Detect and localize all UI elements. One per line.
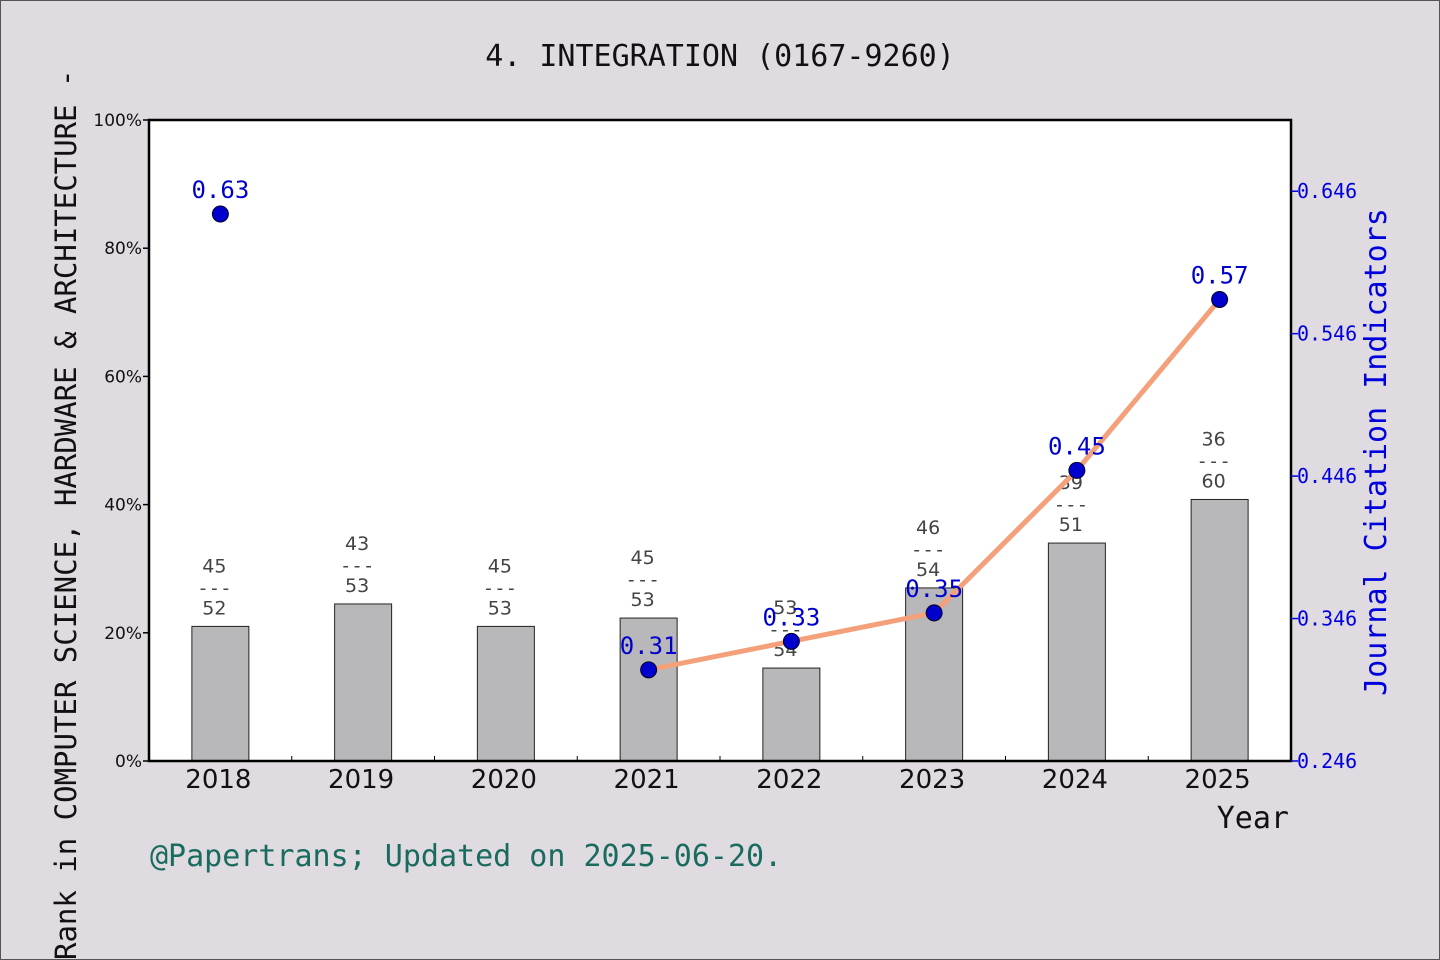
rank-label-bottom: 53 [631,589,655,611]
right-axis: 0.246 0.346 0.446 0.546 0.646 [1291,179,1357,773]
rank-label-top: 53 [773,597,797,619]
x-tick-label: 2018 [185,765,251,795]
rank-label-separator: --- [197,577,231,599]
chart-title: 4. INTEGRATION (0167-9260) [485,39,955,74]
x-tick-label: 2024 [1042,765,1108,795]
jci-value-label: 0.31 [620,632,678,660]
x-axis-label: Year [1217,801,1289,836]
x-tick-label: 2025 [1185,765,1251,795]
left-axis: 0% 20% 40% 60% 80% 100% [93,111,149,772]
jci-line-layer: 0.63 0.31 0.33 0.35 0.45 0.57 [191,176,1249,679]
bar [476,625,535,762]
rank-label-separator: --- [1054,494,1088,516]
rank-label-separator: --- [911,539,945,561]
rank-label-bottom: 51 [1059,514,1083,536]
left-tick-label: 60% [104,367,142,387]
jci-point [1068,461,1086,479]
right-tick-label: 0.446 [1297,464,1357,488]
jci-value-label: 0.35 [905,575,963,603]
jci-value-label: 0.45 [1048,432,1106,460]
left-tick-label: 20% [104,624,142,644]
right-tick-label: 0.346 [1297,607,1357,631]
x-tick-label: 2022 [756,765,822,795]
rank-label-top: 43 [345,533,369,555]
right-tick-label: 0.546 [1297,322,1357,346]
left-tick-label: 40% [104,496,142,516]
jci-point [640,661,658,679]
plot-area [149,120,1291,761]
jci-value-label: 0.33 [762,603,820,631]
bar [191,625,250,762]
rank-label-separator: --- [625,569,659,591]
right-axis-label: Journal Citation Indicators [1359,208,1394,696]
left-tick-label: 80% [104,239,142,259]
rank-label-top: 45 [488,555,512,577]
rank-label-bottom: 53 [345,575,369,597]
bar [334,603,393,762]
rank-label-bottom: 52 [202,597,226,619]
rank-label-top: 45 [202,555,226,577]
rank-label-bottom: 60 [1202,470,1226,492]
rank-label-top: 45 [631,547,655,569]
rank-label-top: 36 [1202,428,1226,450]
jci-value-label: 0.57 [1191,261,1249,289]
jci-point [1211,290,1229,308]
bars-layer: 52---4553---4353---4553---4554---5354---… [191,428,1249,762]
x-tick-label: 2019 [328,765,394,795]
jci-point [211,205,229,223]
x-tick-label: 2021 [614,765,680,795]
right-tick-label: 0.646 [1297,179,1357,203]
bar [1047,542,1106,762]
left-axis-label: Rank in COMPUTER SCIENCE, HARDWARE & ARC… [49,70,83,960]
right-tick-label: 0.246 [1297,749,1357,773]
x-tick-label: 2020 [471,765,537,795]
rank-label-bottom: 53 [488,597,512,619]
left-tick-label: 100% [93,111,142,131]
bar [1190,498,1249,762]
rank-label-top: 46 [916,517,940,539]
bar [762,667,821,762]
rank-label-separator: --- [483,577,517,599]
rank-label-separator: --- [340,555,374,577]
left-tick-label: 0% [115,752,142,772]
jci-point [782,632,800,650]
x-tick-label: 2023 [899,765,965,795]
jci-value-label: 0.63 [191,176,249,204]
rank-label-separator: --- [1196,450,1230,472]
jci-point [925,604,943,622]
footer-credit: @Papertrans; Updated on 2025-06-20. [150,839,782,874]
rank-label-bottom: 54 [916,559,940,581]
x-axis: 2018 2019 2020 2021 2022 2023 2024 2025 [148,756,1292,795]
